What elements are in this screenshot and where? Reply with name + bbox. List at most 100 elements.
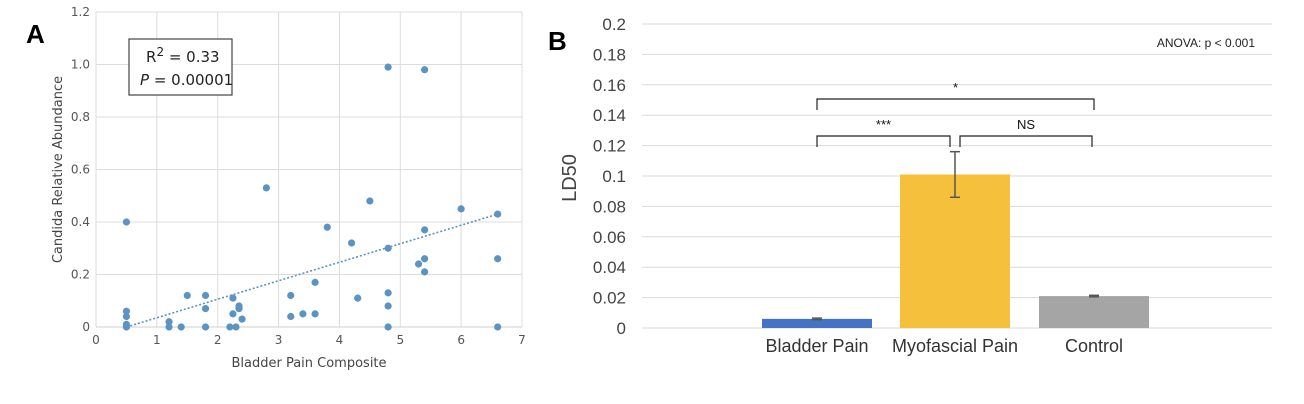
bar-category-label: Bladder Pain (765, 336, 868, 356)
scatter-point (421, 255, 429, 263)
stats-box-frame (128, 38, 233, 96)
scatter-point (421, 226, 429, 234)
scatter-point (165, 323, 173, 331)
scatter-point (384, 302, 392, 310)
significance-bracket (816, 98, 1095, 110)
scatter-x-axis-title: Bladder Pain Composite (231, 356, 386, 371)
scatter-point (354, 294, 362, 302)
bar-grid (642, 23, 1272, 329)
scatter-grid (95, 11, 523, 328)
scatter-y-ticks: 0 0.2 0.4 0.6 0.8 1.0 1.2 (71, 5, 90, 334)
bar-y-tick-label: 0.04 (593, 258, 626, 277)
scatter-x-tick-label: 7 (518, 333, 526, 347)
scatter-point (287, 291, 295, 300)
scatter-point (122, 307, 131, 315)
p-symbol: P (140, 71, 150, 89)
bar (762, 318, 872, 328)
scatter-point (238, 315, 246, 323)
scatter-point (201, 291, 210, 300)
panel-b-label: B (548, 26, 567, 56)
panel-a-label: A (26, 19, 45, 49)
scatter-y-tick-label: 0.2 (71, 268, 90, 282)
scatter-point (348, 239, 356, 247)
scatter-point (287, 312, 295, 321)
bar-y-tick-label: 0 (617, 319, 626, 338)
stats-box: R2 = 0.33 P = 0.00001 (128, 38, 233, 96)
scatter-point (384, 323, 392, 331)
r-squared-sup: 2 (156, 45, 164, 59)
bar-category-label: Control (1065, 336, 1123, 356)
scatter-point (384, 289, 392, 297)
scatter-point (384, 63, 392, 71)
bar (1039, 296, 1149, 328)
error-bars (812, 150, 1099, 321)
scatter-points (122, 63, 502, 331)
bar-y-tick-label: 0.2 (602, 15, 626, 34)
scatter-point (235, 302, 243, 310)
bar-y-tick-label: 0.12 (593, 137, 626, 156)
scatter-y-tick-label: 0.6 (71, 163, 90, 177)
significance-label: NS (1017, 117, 1035, 132)
scatter-point (421, 66, 429, 74)
anova-annotation: ANOVA: p < 0.001 (1157, 36, 1255, 50)
scatter-point (494, 210, 502, 218)
r-squared-base: R (146, 48, 156, 66)
bar-y-tick-label: 0.14 (593, 106, 626, 125)
significance-label: * (953, 80, 958, 95)
scatter-point (421, 268, 429, 276)
bars (762, 174, 1149, 328)
scatter-point (262, 184, 270, 192)
bar-y-tick-label: 0.06 (593, 228, 626, 247)
scatter-point (311, 310, 319, 318)
significance-label: *** (876, 117, 891, 132)
scatter-x-tick-label: 2 (214, 333, 222, 347)
scatter-y-tick-label: 0.4 (71, 215, 90, 229)
significance-bracket (959, 135, 1093, 147)
scatter-point (177, 323, 185, 331)
bar-y-tick-label: 0.02 (593, 289, 626, 308)
scatter-point (122, 323, 131, 331)
scatter-point (299, 310, 307, 318)
scatter-point (201, 323, 210, 331)
bar-y-tick-label: 0.18 (593, 45, 626, 64)
scatter-y-tick-label: 1.2 (71, 5, 90, 19)
p-value-label: P = 0.00001 (140, 71, 233, 89)
scatter-point (323, 223, 331, 231)
scatter-point (494, 323, 502, 331)
trend-line (126, 213, 498, 328)
significance-bracket (816, 135, 951, 147)
scatter-y-axis-title: Candida Relative Abundance (51, 76, 66, 263)
bar-y-tick-label: 0.16 (593, 76, 626, 95)
scatter-point (165, 318, 173, 326)
scatter-point (414, 260, 423, 268)
scatter-x-tick-label: 0 (92, 333, 100, 347)
scatter-point (229, 310, 237, 318)
bar-y-tick-label: 0.1 (602, 167, 626, 186)
scatter-point (232, 323, 240, 331)
scatter-point (183, 291, 191, 300)
scatter-x-tick-label: 6 (457, 333, 465, 347)
scatter-x-tick-label: 3 (275, 333, 283, 347)
scatter-point (457, 205, 465, 213)
bar-y-axis-title: LD50 (559, 154, 581, 202)
bar-y-ticks: 0 0.02 0.04 0.06 0.08 0.1 0.12 0.14 0.16 0.18 0.2 (593, 15, 626, 338)
significance-brackets: **** NS (816, 80, 1095, 147)
scatter-point (201, 305, 210, 313)
scatter-point (311, 278, 319, 286)
scatter-point (384, 244, 392, 252)
scatter-x-ticks: 0 1 2 3 4 5 6 7 (92, 333, 526, 347)
p-value: = 0.00001 (149, 71, 233, 89)
scatter-x-tick-label: 1 (153, 333, 161, 347)
scatter-x-tick-label: 4 (336, 333, 344, 347)
bar (900, 174, 1010, 328)
scatter-point (494, 255, 502, 263)
scatter-y-tick-label: 0 (82, 320, 90, 334)
scatter-point (366, 197, 374, 205)
scatter-y-tick-label: 1.0 (71, 58, 90, 72)
bar-category-label: Myofascial Pain (892, 336, 1018, 356)
bar-chart-panel: 00.020.040.060.080.10.120.140.160.180.2 … (559, 15, 1272, 356)
bar-y-tick-label: 0.08 (593, 197, 626, 216)
scatter-y-tick-label: 0.8 (71, 110, 90, 124)
scatter-point (122, 218, 131, 226)
